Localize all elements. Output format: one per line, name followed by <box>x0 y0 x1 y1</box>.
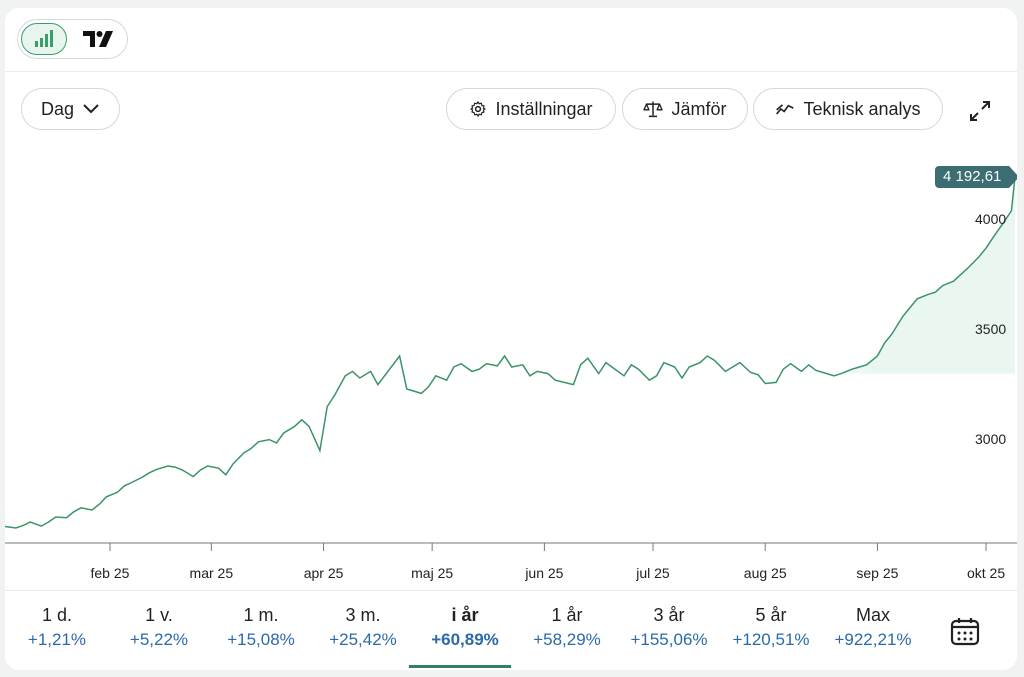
x-tick-label: sep 25 <box>856 565 899 581</box>
calendar-button[interactable] <box>949 615 981 647</box>
period-3-m-[interactable]: 3 m. +25,42% <box>312 605 414 650</box>
period-label: 1 m. <box>243 605 279 625</box>
y-tick-label: 4000 <box>975 210 1007 227</box>
period-change: +60,89% <box>431 630 499 649</box>
x-tick-label: okt 25 <box>966 565 1006 581</box>
period-change: +120,51% <box>732 630 810 649</box>
tradingview-button[interactable] <box>75 23 121 55</box>
compare-button[interactable]: Jämför <box>622 88 748 130</box>
period-label: 1 år <box>551 605 583 625</box>
period-max[interactable]: Max +922,21% <box>822 605 924 650</box>
technical-analysis-button[interactable]: Teknisk analys <box>753 88 943 130</box>
tradingview-icon <box>83 31 113 47</box>
x-tick-label: aug 25 <box>743 565 787 581</box>
period-5-år[interactable]: 5 år +120,51% <box>720 605 822 650</box>
compare-label: Jämför <box>671 98 727 119</box>
active-period-underline <box>409 665 511 668</box>
bar-chart-button[interactable] <box>21 23 67 55</box>
chart-type-toggle <box>17 19 128 59</box>
period-1-m-[interactable]: 1 m. +15,08% <box>210 605 312 650</box>
period-3-år[interactable]: 3 år +155,06% <box>618 605 720 650</box>
x-tick-label: feb 25 <box>90 565 130 581</box>
period-label: i år <box>451 605 479 625</box>
period-change: +58,29% <box>533 630 601 649</box>
x-tick-label: jun 25 <box>525 565 564 581</box>
period-label: 1 d. <box>41 605 73 625</box>
period-change: +5,22% <box>129 630 189 649</box>
calendar-icon <box>950 618 980 646</box>
period-label: 3 m. <box>345 605 381 625</box>
x-tick-label: mar 25 <box>189 565 234 581</box>
bar-chart-icon <box>35 30 53 47</box>
expand-icon <box>970 101 990 121</box>
period-change: +25,42% <box>329 630 397 649</box>
period-1-v-[interactable]: 1 v. +5,22% <box>108 605 210 650</box>
x-tick-label: apr 25 <box>303 565 344 581</box>
interval-dropdown[interactable]: Dag <box>21 88 120 130</box>
y-tick-label: 3500 <box>975 320 1007 337</box>
x-tick-label: jul 25 <box>636 565 670 581</box>
period-selector: 1 d. +1,21% 1 v. +5,22% 1 m. +15,08% 3 m. +25,4… <box>5 590 1017 670</box>
settings-button[interactable]: Inställningar <box>446 88 616 130</box>
period-label: 3 år <box>653 605 685 625</box>
price-area-fill <box>5 177 1015 374</box>
price-chart-widget: Dag Inställningar Jämför Teknisk analys … <box>5 8 1017 670</box>
period-change: +1,21% <box>27 630 87 649</box>
expand-button[interactable] <box>965 96 995 126</box>
chart-type-bar <box>5 8 1017 72</box>
period-label: 5 år <box>755 605 787 625</box>
period-i-år[interactable]: i år +60,89% <box>414 605 516 650</box>
price-chart[interactable] <box>5 8 1017 590</box>
period-1-år[interactable]: 1 år +58,29% <box>516 605 618 650</box>
x-tick-label: maj 25 <box>411 565 454 581</box>
interval-label: Dag <box>40 98 75 119</box>
period-1-d-[interactable]: 1 d. +1,21% <box>6 605 108 650</box>
scale-icon <box>643 101 664 118</box>
period-change: +15,08% <box>227 630 295 649</box>
chevron-down-icon <box>83 104 99 114</box>
settings-label: Inställningar <box>495 98 593 119</box>
period-change: +922,21% <box>834 630 912 649</box>
gear-icon <box>470 101 487 117</box>
period-change: +155,06% <box>630 630 708 649</box>
y-tick-label: 3000 <box>975 430 1007 447</box>
period-label: Max <box>855 605 890 625</box>
period-label: 1 v. <box>145 605 173 625</box>
trend-line-icon <box>776 104 795 115</box>
current-price-tag: 4 192,61 <box>935 166 1017 189</box>
technical-analysis-label: Teknisk analys <box>803 98 921 119</box>
price-line <box>5 177 1016 529</box>
